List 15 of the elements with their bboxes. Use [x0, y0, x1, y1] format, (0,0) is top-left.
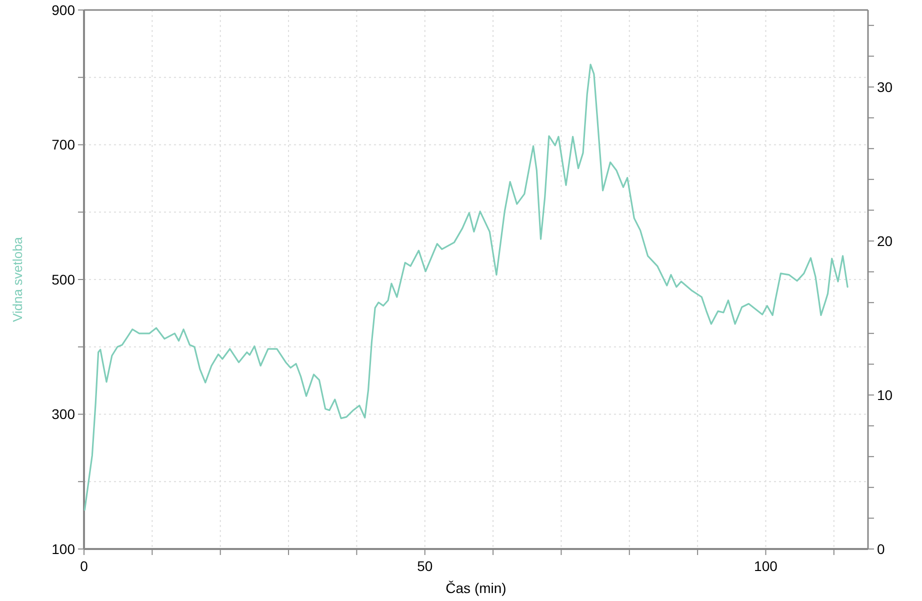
y2-tick-label: 30 [877, 78, 893, 95]
y-axis-title: Vidna svetloba [10, 236, 25, 322]
y2-tick-label: 10 [877, 386, 893, 403]
x-tick-label: 50 [417, 558, 433, 574]
x-axis-title: Čas (min) [446, 580, 506, 596]
y2-tick-label: 20 [877, 232, 893, 249]
x-tick-label: 100 [754, 558, 778, 574]
y-tick-label: 100 [52, 540, 76, 557]
y2-tick-label: 0 [877, 540, 885, 557]
y-tick-label: 300 [52, 406, 76, 422]
y-tick-label: 900 [52, 2, 76, 18]
x-tick-label: 0 [80, 558, 88, 574]
y-tick-label: 700 [52, 136, 76, 153]
y-tick-label: 500 [52, 271, 76, 288]
line-series [84, 64, 848, 511]
